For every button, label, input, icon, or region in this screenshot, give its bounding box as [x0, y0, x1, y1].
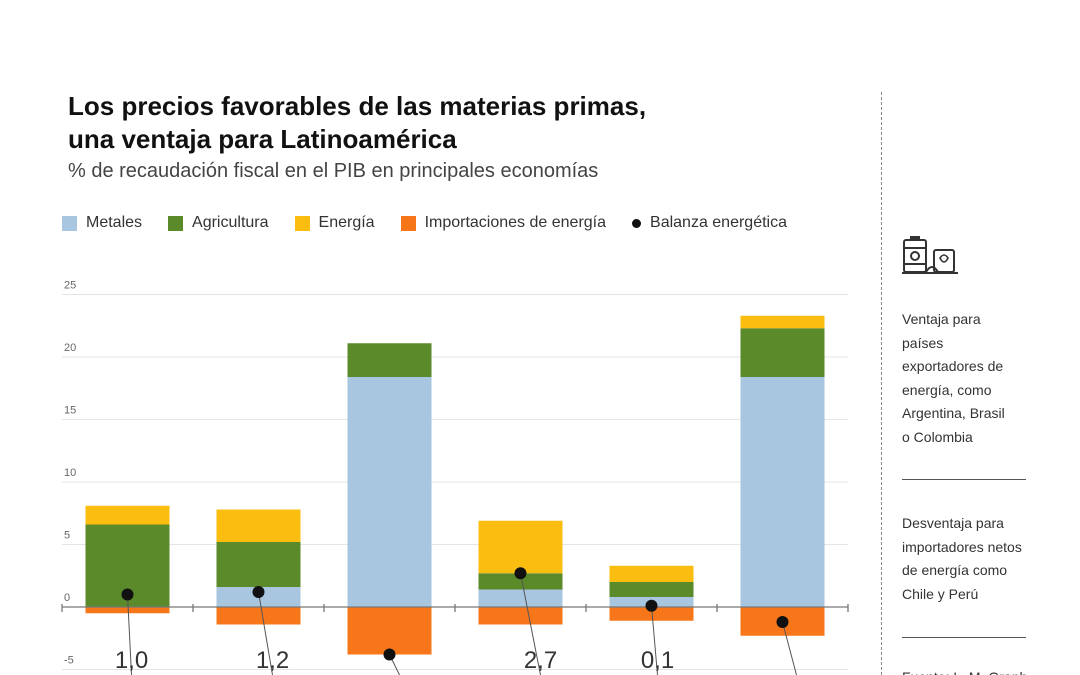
bar-segment — [216, 542, 301, 587]
balance-leader-line — [258, 591, 273, 675]
bar-segment — [609, 565, 694, 582]
stacked-bar-chart: -5 0 5 10 15 20 25 1,0 1,2 2,7 0,1 — [61, 280, 849, 675]
y-tick-label: 5 — [64, 530, 70, 542]
y-tick-label: 20 — [64, 342, 76, 354]
bar-segment — [609, 607, 694, 621]
bar-segment — [478, 520, 563, 574]
legend-label-importaciones: Importaciones de energía — [424, 214, 607, 231]
y-tick-label: -5 — [64, 655, 74, 667]
bar-segment — [740, 315, 825, 329]
y-tick-label: 25 — [64, 280, 76, 292]
legend-swatch-agricultura — [168, 215, 184, 231]
bar-segment — [478, 589, 563, 607]
oil-barrel-gas-icon — [902, 236, 958, 274]
legend-label-agricultura: Agricultura — [192, 214, 269, 231]
bar-segment — [740, 328, 825, 377]
bar-segment — [85, 607, 170, 614]
bar-segment — [609, 582, 694, 597]
bar-segment — [216, 607, 301, 625]
legend-item-energia: Energía — [294, 214, 375, 232]
balance-point — [121, 588, 134, 601]
legend-dot-balanza — [632, 218, 642, 228]
legend-item-balanza: Balanza energética — [632, 214, 787, 232]
y-tick-label: 15 — [64, 405, 76, 417]
balance-point — [383, 648, 396, 661]
legend-item-agricultura: Agricultura — [168, 214, 269, 232]
legend-swatch-importaciones — [400, 215, 416, 231]
legend-label-balanza: Balanza energética — [650, 214, 787, 231]
bar-segment — [478, 573, 563, 590]
balance-point — [514, 567, 527, 580]
balance-leader-line — [520, 573, 541, 675]
bar-segment — [478, 607, 563, 625]
legend-swatch-metales — [62, 215, 77, 231]
balance-leader-line — [127, 594, 132, 675]
legend-label-metales: Metales — [86, 214, 143, 231]
title-line-2: una ventaja para Latinoamérica — [68, 124, 457, 154]
balance-leader-line — [782, 621, 797, 675]
chart-title: Los precios favorables de las materias p… — [68, 90, 646, 156]
sidebar-note-1: Ventaja para países exportadores de ener… — [902, 311, 1005, 445]
balance-leader-line — [651, 605, 658, 675]
legend-label-energia: Energía — [318, 214, 375, 231]
legend-item-importaciones: Importaciones de energía — [400, 214, 607, 232]
bar-segment — [85, 505, 170, 525]
balance-point — [776, 616, 789, 628]
y-tick-label: 0 — [64, 592, 70, 604]
sidebar-rule-2 — [902, 637, 1026, 638]
balance-data-label: 1,2 — [256, 647, 289, 674]
balance-data-label: 2,7 — [524, 647, 557, 674]
sidebar-rule-1 — [902, 479, 1026, 480]
legend: Metales Agricultura Energía Importacione… — [62, 214, 813, 232]
bar-segment — [216, 509, 301, 542]
legend-item-metales: Metales — [62, 214, 142, 232]
sidebar-divider — [881, 92, 882, 675]
balance-point — [252, 586, 265, 598]
bar-segment — [347, 377, 432, 607]
bar-segment — [347, 343, 432, 377]
balance-point — [645, 599, 658, 612]
bar-segment — [740, 377, 825, 607]
sidebar-note-2: Desventaja para importadores netos de en… — [902, 515, 1022, 602]
legend-swatch-energia — [294, 215, 310, 231]
sidebar-note-3: Fuente: L. M. Graphics — [902, 666, 1026, 675]
title-line-1: Los precios favorables de las materias p… — [68, 91, 647, 121]
chart-subtitle: % de recaudación fiscal en el PIB en pri… — [68, 160, 599, 182]
bar-segment — [347, 607, 432, 655]
y-tick-label: 10 — [64, 467, 76, 479]
balance-data-label: 1,0 — [115, 647, 148, 674]
balance-data-label: 0,1 — [641, 647, 674, 674]
